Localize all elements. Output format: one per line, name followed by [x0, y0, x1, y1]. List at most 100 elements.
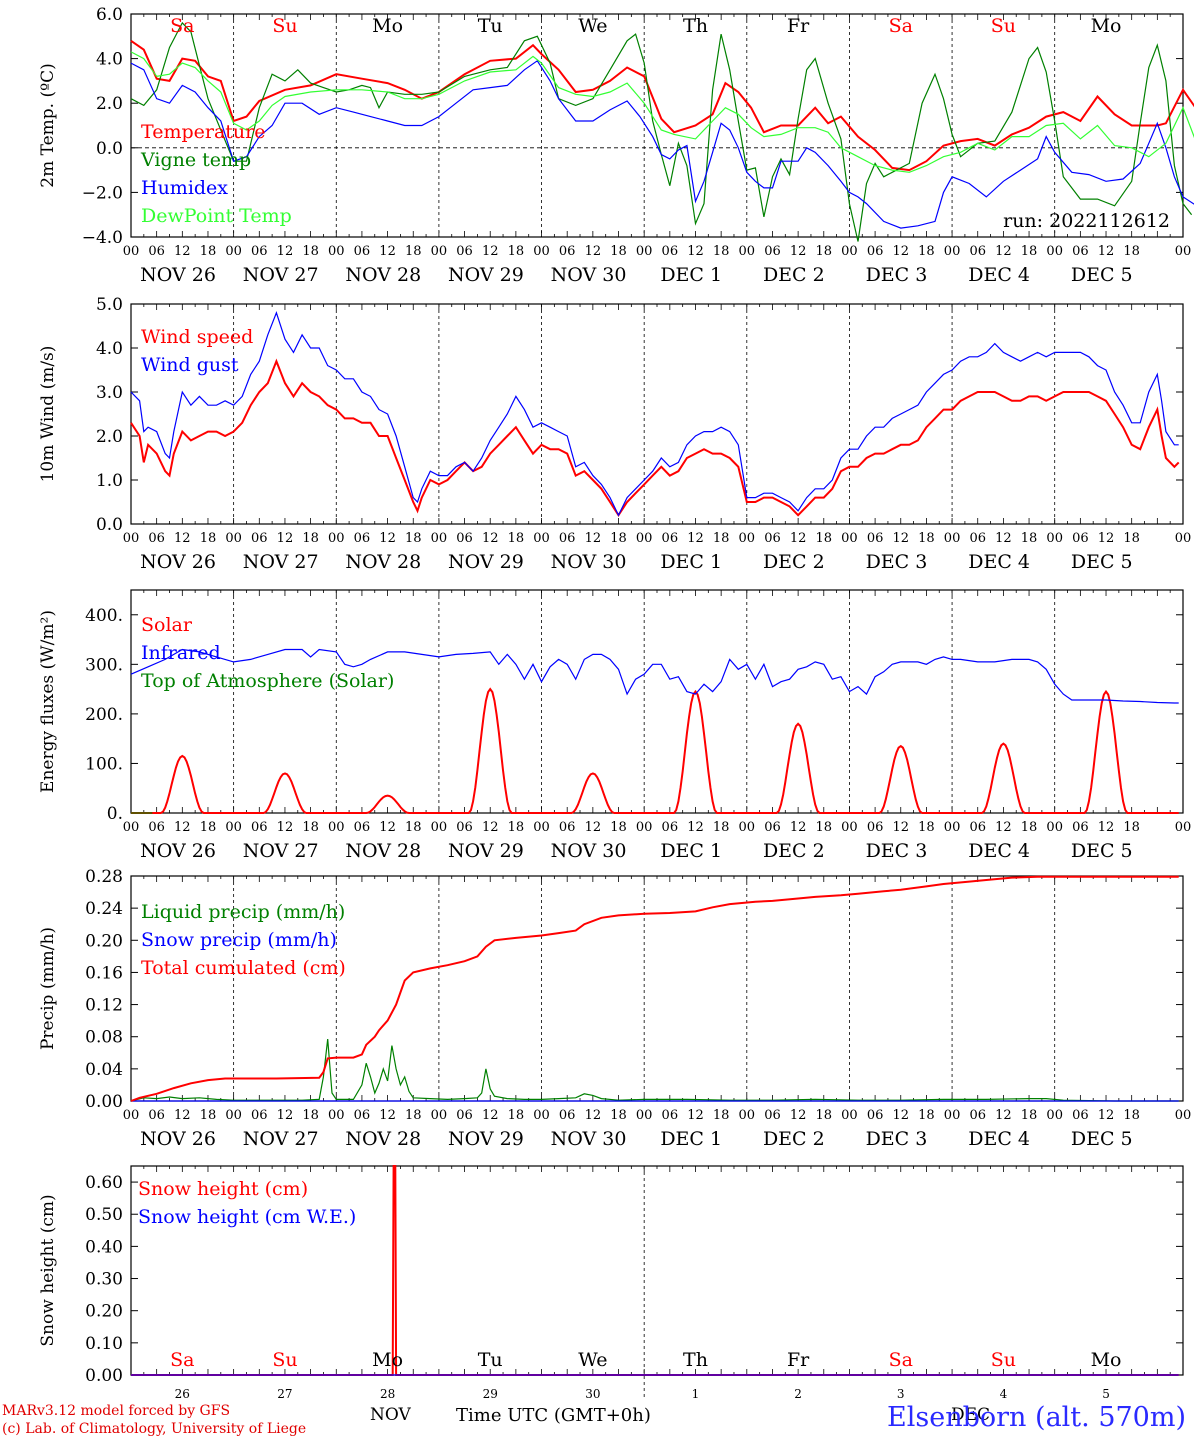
y-tick-label: 4.0 — [96, 339, 123, 359]
x-day-number: 2 — [794, 1387, 802, 1401]
y-axis-title: Snow height (cm) — [38, 1194, 58, 1346]
x-hour-label: 06 — [764, 820, 781, 835]
x-hour-label: 00 — [944, 244, 961, 259]
x-hour-label: 12 — [174, 531, 191, 546]
x-day-label: NOV 27 — [243, 264, 319, 286]
x-hour-label: 18 — [1021, 531, 1038, 546]
x-day-label: DEC 5 — [1071, 551, 1133, 573]
y-tick-label: −4.0 — [82, 228, 123, 248]
x-hour-label: 18 — [508, 244, 525, 259]
x-hour-label: 18 — [302, 244, 319, 259]
x-hour-label: 18 — [713, 1108, 730, 1123]
x-hour-label: 00 — [1046, 820, 1063, 835]
x-hour-label: 18 — [1021, 244, 1038, 259]
x-hour-label: 18 — [405, 1108, 422, 1123]
x-hour-label: 18 — [918, 1108, 935, 1123]
x-hour-label: 00 — [636, 244, 653, 259]
x-day-label: NOV 27 — [243, 1128, 319, 1150]
x-day-label: NOV 28 — [345, 1128, 421, 1150]
x-day-label: NOV 29 — [448, 551, 524, 573]
credit-line-1: MARv3.12 model forced by GFS — [2, 1403, 231, 1419]
x-hour-label: 12 — [585, 820, 602, 835]
month-label-dec: DEC — [951, 1405, 991, 1425]
y-tick-label: 400. — [85, 606, 123, 626]
month-label-nov: NOV — [370, 1405, 411, 1425]
x-hour-label: 06 — [251, 244, 268, 259]
y-tick-label: 0.16 — [85, 963, 123, 983]
x-hour-label: 12 — [174, 820, 191, 835]
legend-entry: Liquid precip (mm/h) — [141, 901, 345, 923]
plot-frame — [130, 13, 1184, 238]
weekday-label: Tu — [478, 15, 503, 37]
x-hour-label: 18 — [302, 1108, 319, 1123]
x-hour-label: 00 — [225, 1108, 242, 1123]
x-day-label: NOV 28 — [345, 840, 421, 862]
x-hour-label: 00 — [944, 820, 961, 835]
panel-4 — [130, 875, 1184, 1102]
series-line-wind-speed — [130, 358, 1180, 518]
y-tick-label: 2.0 — [96, 94, 123, 114]
x-day-number: 1 — [692, 1387, 700, 1401]
legend-entry: Vigne temp — [140, 149, 251, 171]
y-axis-title: Energy fluxes (W/m²) — [38, 610, 58, 793]
x-hour-label: 18 — [713, 531, 730, 546]
x-hour-label: 00 — [1046, 244, 1063, 259]
series-line-dewpoint-temp — [130, 51, 1194, 173]
x-hour-label: 18 — [508, 1108, 525, 1123]
x-hour-label: 12 — [482, 244, 499, 259]
xaxis-title: Time UTC (GMT+0h) — [456, 1405, 651, 1426]
x-hour-label: 00 — [1175, 244, 1192, 259]
x-day-label: NOV 29 — [448, 264, 524, 286]
x-hour-label: 12 — [379, 531, 396, 546]
x-hour-label: 18 — [713, 244, 730, 259]
x-day-label: DEC 4 — [968, 551, 1030, 573]
x-day-label: DEC 1 — [660, 1128, 722, 1150]
x-day-label: NOV 26 — [140, 840, 216, 862]
x-hour-label: 18 — [1021, 1108, 1038, 1123]
weekday-label: Mo — [372, 1349, 403, 1371]
weekday-label: Th — [683, 15, 708, 37]
y-tick-label: 3.0 — [96, 383, 123, 403]
y-tick-label: −2.0 — [82, 183, 123, 203]
x-hour-label: 06 — [662, 244, 679, 259]
x-hour-label: 00 — [123, 244, 140, 259]
panel-2 — [130, 303, 1184, 525]
x-hour-label: 18 — [200, 244, 217, 259]
x-hour-label: 18 — [405, 244, 422, 259]
x-hour-label: 00 — [123, 1108, 140, 1123]
series-line-temperature — [130, 39, 1194, 172]
x-hour-label: 18 — [713, 820, 730, 835]
x-day-label: DEC 2 — [763, 551, 825, 573]
x-hour-label: 12 — [277, 820, 294, 835]
x-hour-label: 00 — [841, 531, 858, 546]
x-hour-label: 12 — [687, 244, 704, 259]
x-day-label: NOV 26 — [140, 551, 216, 573]
x-hour-label: 00 — [636, 820, 653, 835]
x-day-number: 27 — [277, 1387, 292, 1401]
x-hour-label: 06 — [354, 1108, 371, 1123]
x-hour-label: 18 — [816, 531, 833, 546]
x-hour-label: 00 — [328, 820, 345, 835]
x-hour-label: 06 — [662, 1108, 679, 1123]
x-hour-label: 00 — [225, 820, 242, 835]
x-hour-label: 00 — [944, 1108, 961, 1123]
x-hour-label: 18 — [302, 820, 319, 835]
weekday-label: Sa — [889, 1349, 913, 1371]
x-hour-label: 06 — [456, 820, 473, 835]
x-hour-label: 18 — [405, 820, 422, 835]
y-tick-label: 6.0 — [96, 5, 123, 25]
x-hour-label: 00 — [328, 244, 345, 259]
y-tick-label: 0.50 — [85, 1205, 123, 1225]
legend-entry: Infrared — [141, 642, 221, 664]
x-hour-label: 12 — [995, 1108, 1012, 1123]
x-hour-label: 18 — [302, 531, 319, 546]
x-hour-label: 12 — [892, 244, 909, 259]
x-day-label: DEC 3 — [866, 264, 928, 286]
weekday-label: Tu — [478, 1349, 503, 1371]
weekday-label: Su — [272, 15, 297, 37]
x-hour-label: 18 — [1123, 531, 1140, 546]
x-hour-label: 00 — [431, 820, 448, 835]
x-hour-label: 12 — [585, 244, 602, 259]
weekday-label: Su — [991, 15, 1016, 37]
y-tick-label: 0.08 — [85, 1028, 123, 1048]
